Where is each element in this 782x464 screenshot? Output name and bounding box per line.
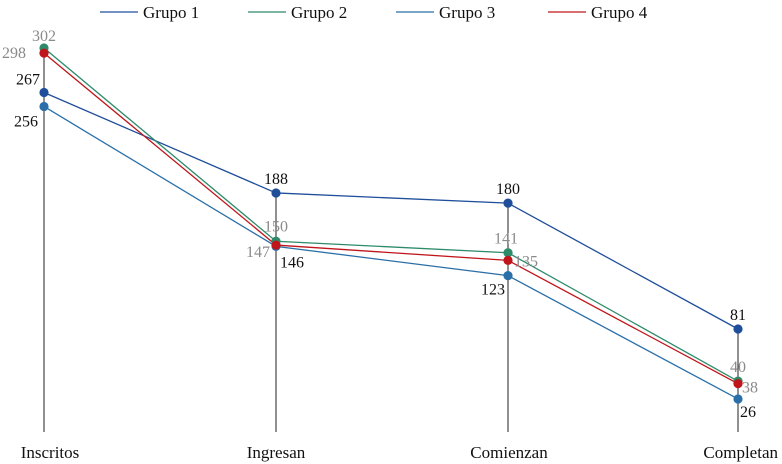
point-3-comienzan: [503, 271, 513, 281]
point-2-comienzan: [503, 248, 513, 258]
category-drop-lines: [43, 48, 739, 432]
data-label-3-ingresan: 146: [280, 254, 304, 271]
category-labels: Inscritos Ingresan Comienzan Completan: [21, 443, 779, 462]
data-label-4-ingresan: 147: [246, 244, 270, 261]
category-label-ingresan: Ingresan: [247, 443, 306, 462]
series-line-3: [43, 105, 739, 400]
data-points: [39, 43, 743, 404]
point-3-completan: [733, 394, 743, 404]
data-label-1-completan: 81: [730, 307, 746, 324]
legend-label-1: Grupo 1: [143, 3, 199, 22]
point-4-completan: [733, 379, 743, 389]
series-lines: [43, 47, 739, 400]
point-1-inscritos: [39, 87, 49, 98]
data-label-2-completan: 40: [730, 359, 746, 376]
legend-label-4: Grupo 4: [591, 3, 648, 22]
legend-label-2: Grupo 2: [291, 3, 347, 22]
data-label-2-comienzan: 141: [494, 231, 518, 248]
point-1-completan: [733, 324, 743, 334]
data-label-2-inscritos: 302: [32, 28, 56, 45]
data-label-4-comienzan: 135: [514, 253, 538, 270]
point-4-ingresan: [271, 240, 281, 250]
data-label-4-completan: 38: [742, 380, 758, 397]
data-label-3-comienzan: 123: [481, 282, 505, 299]
category-label-completan: Completan: [703, 443, 778, 462]
point-1-comienzan: [503, 198, 513, 208]
legend-label-3: Grupo 3: [439, 3, 495, 22]
series-line-4: [43, 52, 739, 385]
point-3-inscritos: [39, 101, 49, 112]
data-labels: 267 188 180 81 302 150 141 40 256 146 123 26 298 147 1…: [2, 28, 758, 421]
data-label-4-inscritos: 298: [2, 45, 26, 62]
legend: Grupo 1 Grupo 2 Grupo 3 Grupo 4: [100, 3, 648, 22]
series-line-2: [43, 47, 739, 382]
category-label-comienzan: Comienzan: [470, 443, 548, 462]
data-label-1-comienzan: 180: [496, 181, 520, 198]
point-4-comienzan: [503, 255, 513, 265]
data-label-2-ingresan: 150: [264, 218, 288, 235]
series-line-1: [43, 91, 739, 330]
point-1-ingresan: [271, 188, 281, 198]
category-label-inscritos: Inscritos: [21, 443, 80, 462]
data-label-3-inscritos: 256: [14, 113, 38, 130]
data-label-1-inscritos: 267: [16, 72, 40, 89]
data-label-1-ingresan: 188: [264, 171, 288, 188]
point-4-inscritos: [39, 48, 49, 58]
data-label-3-completan: 26: [740, 404, 756, 421]
